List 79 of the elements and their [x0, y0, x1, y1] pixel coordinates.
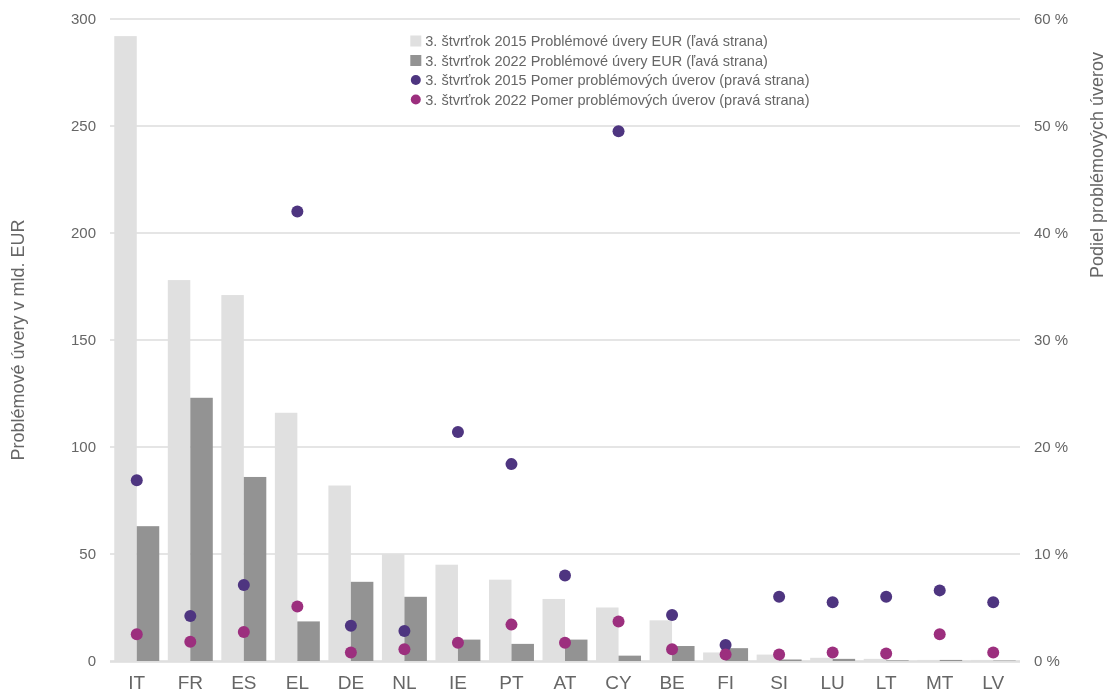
y2-tick-label: 50 % — [1034, 117, 1069, 135]
point — [291, 205, 304, 218]
legend-label: 3. štvrťrok 2022 Problémové úvery EUR (ľavá strana) — [425, 52, 768, 69]
x-tick-label: NL — [392, 672, 417, 693]
bar — [350, 581, 374, 661]
y2-tick-label: 30 % — [1034, 331, 1069, 349]
point — [719, 648, 732, 661]
y2-tick-label: 60 % — [1034, 10, 1069, 28]
y2-tick-label: 10 % — [1034, 545, 1069, 563]
point — [237, 626, 250, 639]
x-tick-label: DE — [337, 672, 365, 693]
point — [505, 618, 518, 631]
bar — [136, 526, 160, 661]
point — [987, 646, 1000, 659]
point — [505, 458, 518, 471]
x-tick-label: EL — [285, 672, 309, 693]
point — [826, 646, 839, 659]
point — [612, 125, 625, 138]
x-tick-label: BE — [659, 672, 685, 693]
point — [933, 584, 946, 597]
legend-label: 3. štvrťrok 2015 Problémové úvery EUR (ľavá strana) — [425, 33, 768, 50]
bar — [511, 643, 534, 661]
x-tick-label: ES — [231, 672, 257, 693]
point — [559, 569, 571, 582]
y-tick-label: 50 — [79, 545, 96, 563]
x-tick-label: LT — [875, 672, 897, 693]
x-tick-label: MT — [925, 672, 954, 693]
point — [987, 596, 1000, 609]
point — [773, 648, 786, 661]
x-tick-label: IT — [128, 672, 146, 693]
x-tick-label: LV — [982, 672, 1005, 693]
point — [666, 608, 679, 621]
y-tick-label: 150 — [70, 331, 96, 349]
y-tick-label: 250 — [70, 117, 96, 135]
bar — [832, 658, 856, 661]
y2-axis-title: Podiel problémových úverov — [1087, 51, 1107, 279]
point — [612, 615, 625, 628]
point — [398, 625, 411, 638]
point — [344, 619, 357, 632]
bar — [243, 476, 267, 661]
point — [933, 628, 946, 641]
point — [130, 474, 143, 487]
y-tick-label: 0 — [87, 652, 96, 670]
y-tick-label: 200 — [70, 224, 96, 242]
y-axis-title: Problémové úvery v mld. EUR — [8, 219, 28, 461]
point — [773, 590, 786, 603]
y-tick-label: 300 — [70, 10, 96, 28]
point — [826, 596, 839, 609]
bar — [297, 621, 320, 661]
legend-label: 3. štvrťrok 2022 Pomer problémových úverov (pravá strana) — [425, 91, 810, 108]
y-tick-label: 100 — [70, 438, 96, 456]
point — [451, 636, 464, 649]
x-tick-label: FR — [177, 672, 203, 693]
point — [880, 647, 893, 660]
point — [880, 590, 893, 603]
point — [666, 643, 679, 656]
point — [184, 610, 197, 623]
bar — [618, 655, 642, 661]
point — [291, 600, 304, 613]
point — [398, 643, 411, 656]
x-tick-label: IE — [448, 672, 467, 693]
point — [344, 646, 357, 659]
legend-label: 3. štvrťrok 2015 Pomer problémových úverov (pravá strana) — [425, 72, 810, 89]
point — [130, 628, 143, 641]
x-tick-label: SI — [770, 672, 789, 693]
bar — [190, 397, 213, 661]
x-tick-label: PT — [499, 672, 524, 693]
x-tick-label: LU — [820, 672, 845, 693]
y2-tick-label: 20 % — [1034, 438, 1069, 456]
point — [237, 579, 250, 592]
point — [559, 636, 571, 649]
point — [184, 635, 197, 648]
y2-tick-label: 0 % — [1034, 652, 1060, 670]
x-tick-label: CY — [605, 672, 633, 693]
point — [451, 426, 464, 439]
x-tick-label: AT — [553, 672, 577, 693]
bar — [404, 596, 427, 661]
x-tick-label: FI — [717, 672, 735, 693]
y2-tick-label: 40 % — [1034, 224, 1069, 242]
